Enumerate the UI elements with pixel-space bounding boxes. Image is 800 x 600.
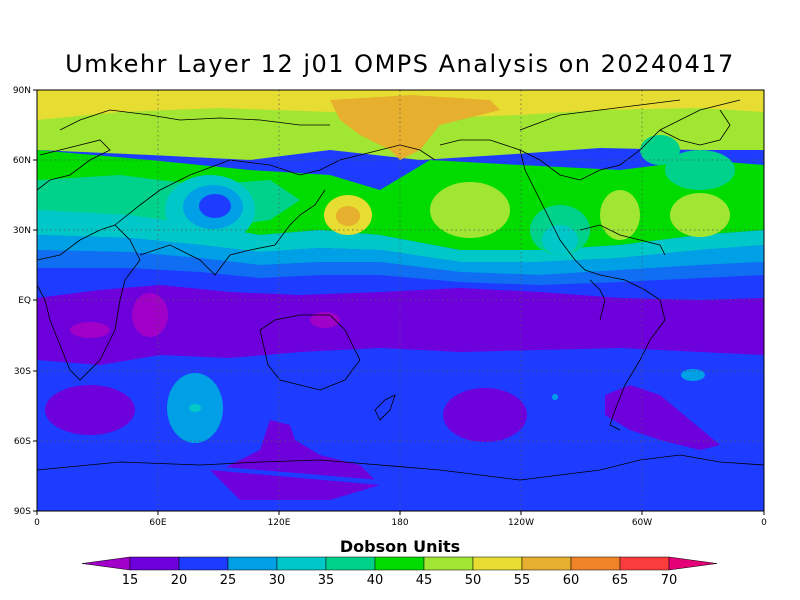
map-title: Umkehr Layer 12 j01 OMPS Analysis on 202… xyxy=(65,50,735,78)
colorbar-level-label: 60 xyxy=(563,573,580,588)
colorbar-level-label: 30 xyxy=(269,573,286,588)
lat-label-30s: 30S xyxy=(14,367,31,377)
colorbar-level-label: 55 xyxy=(514,573,531,588)
colorbar-level-label: 50 xyxy=(465,573,482,588)
colorbar-swatch xyxy=(325,556,376,571)
colorbar-end-low xyxy=(81,556,131,571)
lat-label-90s: 90S xyxy=(14,507,31,517)
colorbar-level-label: 25 xyxy=(220,573,237,588)
colorbar-swatch xyxy=(129,556,180,571)
lon-label-60e: 60E xyxy=(149,518,166,528)
colorbar-swatch xyxy=(570,556,621,571)
lon-label-180: 180 xyxy=(391,518,408,528)
colorbar-swatch xyxy=(521,556,572,571)
lon-label-120e: 120E xyxy=(268,518,291,528)
colorbar-level-label: 70 xyxy=(661,573,678,588)
colorbar-swatch xyxy=(276,556,327,571)
colorbar-swatch xyxy=(472,556,523,571)
colorbar-level-label: 20 xyxy=(171,573,188,588)
lat-label-eq: EQ xyxy=(18,296,31,306)
lat-label-60s: 60S xyxy=(14,437,31,447)
lon-label-60w: 60W xyxy=(632,518,652,528)
colorbar-level-label: 40 xyxy=(367,573,384,588)
colorbar-level-label: 35 xyxy=(318,573,335,588)
ozone-field xyxy=(37,90,764,511)
colorbar-swatch xyxy=(423,556,474,571)
lat-label-90n: 90N xyxy=(13,86,31,96)
colorbar-level-label: 65 xyxy=(612,573,629,588)
colorbar-title: Dobson Units xyxy=(340,537,460,556)
lon-label-0-left: 0 xyxy=(34,518,40,528)
colorbar-swatch xyxy=(227,556,278,571)
colorbar: 15 20 25 30 35 40 45 50 55 60 65 70 xyxy=(81,556,718,588)
colorbar-swatch xyxy=(374,556,425,571)
lat-label-60n: 60N xyxy=(13,156,31,166)
coastlines xyxy=(37,99,764,481)
colorbar-swatch xyxy=(178,556,229,571)
tick-marks xyxy=(33,89,765,515)
lat-label-30n: 30N xyxy=(13,226,31,236)
colorbar-end-high xyxy=(668,556,718,571)
colorbar-level-label: 45 xyxy=(416,573,433,588)
lon-label-0-right: 0 xyxy=(761,518,767,528)
colorbar-swatch xyxy=(619,556,670,571)
colorbar-level-label: 15 xyxy=(122,573,139,588)
lon-label-120w: 120W xyxy=(508,518,534,528)
